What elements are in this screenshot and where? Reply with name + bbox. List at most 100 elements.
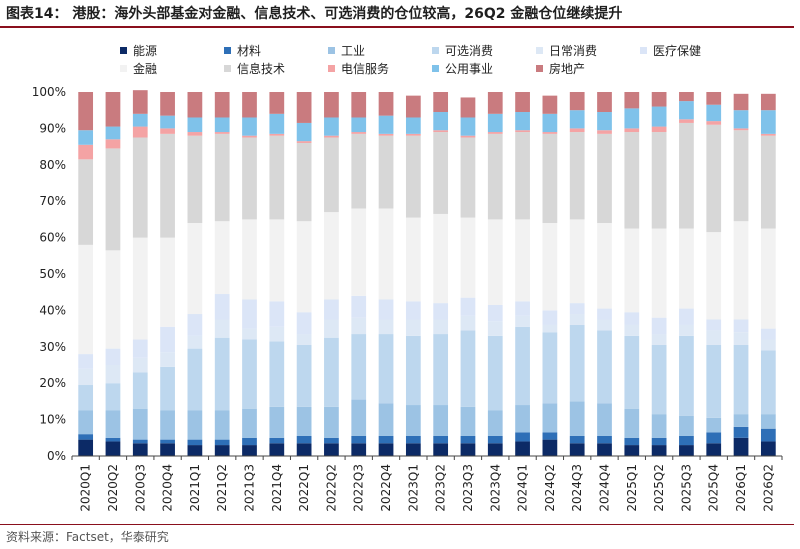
bar-segment <box>351 132 367 134</box>
footer-divider <box>0 524 794 525</box>
chart-legend: 能源 材料 工业 可选消费 日常消费 医疗保健 金融 信息技术 电信服务 公用事业 房地产 <box>120 42 760 82</box>
bar-segment <box>706 319 722 331</box>
bar-segment <box>378 92 394 116</box>
bar-segment <box>351 208 367 296</box>
bar-segment <box>679 119 694 123</box>
bar-segment <box>214 445 230 456</box>
bar-segment <box>460 330 476 407</box>
legend-label: 日常消费 <box>549 43 598 58</box>
bar-segment <box>487 435 503 444</box>
bar-segment <box>78 385 94 411</box>
bar-segment <box>569 324 585 402</box>
bar-segment <box>269 133 285 136</box>
legend-swatch <box>120 64 127 72</box>
bar-segment <box>460 217 476 298</box>
bar-segment <box>487 410 503 436</box>
bar-segment <box>706 124 722 233</box>
bar-segment <box>160 237 175 327</box>
title-row: 图表14： 港股：海外头部基金对金融、信息技术、可选消费的仓位较高，26Q2 金… <box>6 4 794 28</box>
bar-segment <box>624 312 640 325</box>
bar-segment <box>706 417 722 433</box>
source-note: 资料来源：Factset，华泰研究 <box>6 530 169 544</box>
bar-segment <box>433 303 449 320</box>
bar-segment <box>242 92 257 118</box>
bar-segment <box>105 348 121 365</box>
bar-segment <box>132 439 148 444</box>
bar-segment <box>214 294 230 320</box>
y-tick-label: 10% <box>39 413 66 427</box>
bar-segment <box>515 219 530 302</box>
bar-segment <box>651 132 667 229</box>
bar-segment <box>269 219 285 302</box>
bar-segment <box>733 93 749 111</box>
bar-segment <box>269 113 285 134</box>
bar-segment <box>597 133 612 224</box>
bar-segment <box>706 344 722 418</box>
bar-segment <box>569 110 585 129</box>
bar-segment <box>706 92 722 105</box>
bar-segment <box>187 439 203 446</box>
bar-segment <box>296 221 312 313</box>
y-tick-label: 100% <box>32 85 66 99</box>
bar-segment <box>296 142 312 222</box>
bar-segment <box>733 128 749 131</box>
bar-segment <box>269 437 285 444</box>
bar-segment <box>760 110 776 134</box>
bar-segment <box>569 219 585 304</box>
bar-segment <box>405 135 421 218</box>
bar-segment <box>460 435 476 444</box>
bar-segment <box>487 443 503 456</box>
bar-segment <box>597 92 612 113</box>
bar-segment <box>160 410 175 440</box>
bar-segment <box>105 365 121 384</box>
bar-segment <box>569 303 585 315</box>
bar-segment <box>187 92 203 118</box>
bar-segment <box>487 335 503 411</box>
bar-segment <box>78 439 94 456</box>
bar-segment <box>569 435 585 444</box>
bar-segment <box>160 366 175 411</box>
bar-segment <box>487 304 503 322</box>
legend-item: 电信服务 <box>328 60 389 76</box>
bar-segment <box>324 137 339 213</box>
bar-segment <box>214 221 230 295</box>
bar-segment <box>405 117 421 134</box>
bar-segment <box>324 212 339 300</box>
bar-segment <box>214 439 230 446</box>
bar-segment <box>487 92 503 114</box>
bar-segment <box>324 92 339 118</box>
bar-segment <box>269 406 285 438</box>
bar-segment <box>733 110 749 129</box>
bar-segment <box>433 130 449 133</box>
bar-segment <box>760 350 776 415</box>
legend-swatch <box>536 46 543 54</box>
bar-segment <box>624 228 640 313</box>
bar-segment <box>624 324 640 336</box>
x-tick-label: 2024Q2 <box>543 464 557 512</box>
bar-segment <box>105 441 121 456</box>
bar-segment <box>733 221 749 320</box>
bar-segment <box>351 295 367 318</box>
y-tick-label: 90% <box>39 121 66 135</box>
bar-segment <box>515 92 530 113</box>
legend-label: 公用事业 <box>445 61 494 76</box>
bar-segment <box>405 435 421 444</box>
x-tick-label: 2020Q2 <box>106 464 120 512</box>
bar-segment <box>515 432 530 442</box>
bar-segment <box>187 335 203 349</box>
bar-segment <box>242 445 257 456</box>
x-tick-label: 2024Q3 <box>570 464 584 512</box>
bar-segment <box>597 112 612 131</box>
bar-segment <box>105 437 121 442</box>
y-tick-label: 30% <box>39 340 66 354</box>
bar-segment <box>624 335 640 409</box>
bar-segment <box>460 297 476 316</box>
bar-segment <box>132 237 148 340</box>
bar-segment <box>624 92 640 109</box>
bar-segment <box>624 128 640 133</box>
bar-segment <box>760 328 776 340</box>
legend-swatch <box>328 64 335 72</box>
bar-segment <box>160 133 175 238</box>
bar-segment <box>405 319 421 336</box>
bar-segment <box>132 137 148 238</box>
